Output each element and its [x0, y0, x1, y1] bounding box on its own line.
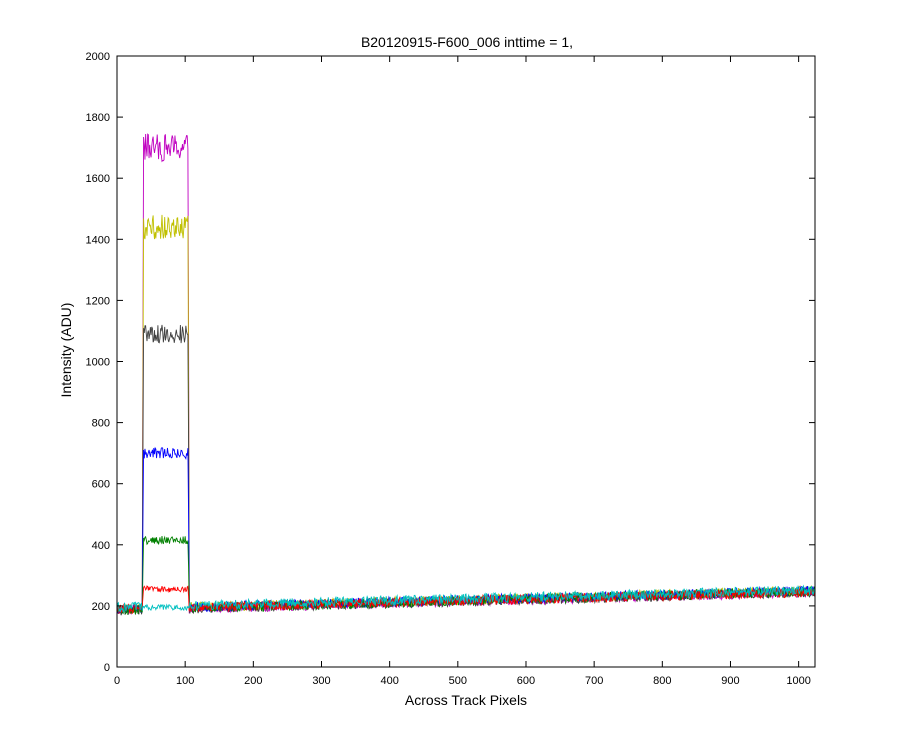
- y-tick-label: 600: [92, 479, 110, 491]
- y-tick-label: 800: [92, 418, 110, 430]
- x-tick-label: 100: [176, 675, 194, 687]
- y-tick-label: 200: [92, 601, 110, 613]
- y-tick-label: 1800: [86, 112, 110, 124]
- x-tick-label: 600: [517, 675, 535, 687]
- x-tick-label: 0: [114, 675, 120, 687]
- x-tick-label: 200: [244, 675, 262, 687]
- x-tick-label: 800: [653, 675, 671, 687]
- y-tick-label: 1600: [86, 173, 110, 185]
- x-axis-label: Across Track Pixels: [405, 692, 527, 708]
- y-tick-label: 2000: [86, 51, 110, 63]
- y-axis-ticks: 0 200 400 600 800 1000 1200 1400 1600 1800 2000: [86, 51, 815, 674]
- x-tick-label: 700: [585, 675, 603, 687]
- x-tick-label: 1000: [786, 675, 810, 687]
- series-line: [117, 584, 815, 613]
- y-axis-label: Intensity (ADU): [58, 303, 74, 398]
- y-tick-label: 1400: [86, 234, 110, 246]
- y-tick-label: 1000: [86, 357, 110, 369]
- x-tick-label: 900: [721, 675, 739, 687]
- x-tick-label: 300: [312, 675, 330, 687]
- y-tick-label: 1200: [86, 295, 110, 307]
- series-layer: [117, 133, 815, 616]
- y-tick-label: 400: [92, 540, 110, 552]
- x-tick-label: 400: [380, 675, 398, 687]
- chart-title: B20120915-F600_006 inttime = 1,: [361, 34, 573, 50]
- plot-area: 0 100 200 300 400 500 600 700 800 900 1000 0 200 400…: [86, 51, 816, 687]
- x-tick-label: 500: [449, 675, 467, 687]
- y-tick-label: 0: [104, 662, 110, 674]
- x-axis-ticks: 0 100 200 300 400 500 600 700 800 900 1000: [114, 56, 811, 687]
- plot-background: [117, 56, 815, 667]
